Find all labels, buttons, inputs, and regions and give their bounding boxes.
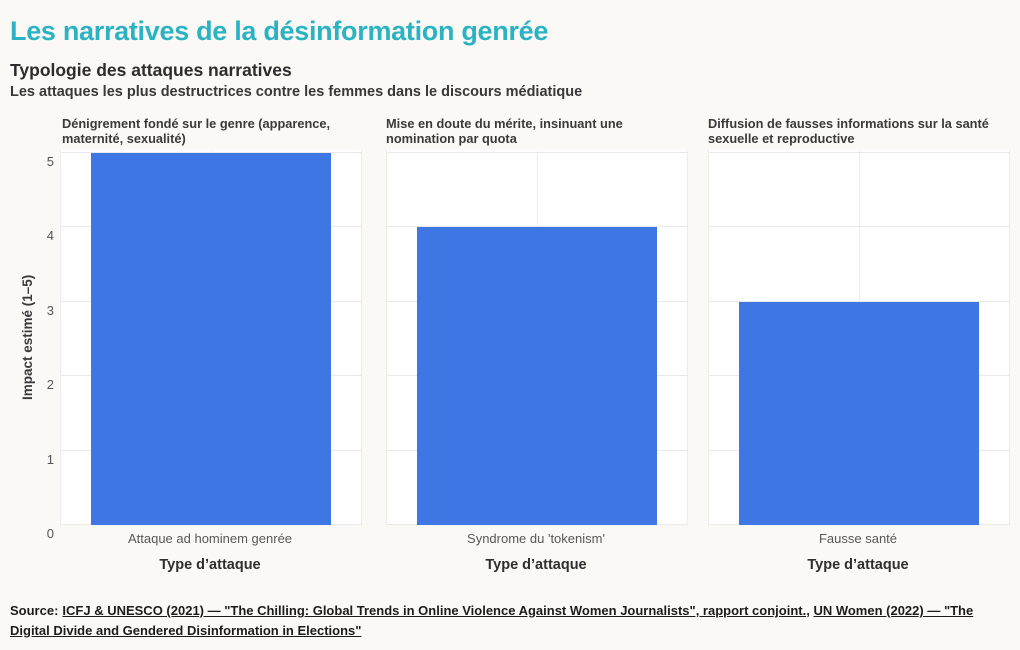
y-tick-label: 0 xyxy=(46,526,54,541)
x-tick-label-3: Fausse santé xyxy=(818,531,898,546)
x-axis-title-1: Type d’attaque xyxy=(159,557,261,573)
y-tick-label: 3 xyxy=(46,302,54,318)
x-axis-title-3: Type d’attaque xyxy=(807,557,909,573)
source-link-un-women[interactable]: UN Women (2022) — "The Digital Divide an… xyxy=(10,603,974,638)
facet-title-1: Dénigrement fondé sur le genre (apparenc… xyxy=(62,116,331,146)
x-tick-label-2: Syndrome du 'tokenism' xyxy=(467,531,605,546)
source-note: Source: ICFJ & UNESCO (2021) — "The Chill… xyxy=(10,601,1012,640)
y-tick-label: 1 xyxy=(46,451,54,467)
plot-panel-1 xyxy=(60,150,362,525)
plot-panel-3 xyxy=(708,150,1010,525)
chart-description: Les attaques les plus destructrices cont… xyxy=(10,84,583,100)
plot-panel-2 xyxy=(386,150,688,525)
y-tick-label: 4 xyxy=(46,228,54,244)
facet-title-3: Diffusion de fausses informations sur la… xyxy=(708,116,989,146)
y-tick-label: 2 xyxy=(46,377,54,393)
facet-title-2: Mise en doute du mérite, insinuant une n… xyxy=(386,116,623,146)
source-label: Source: xyxy=(10,603,59,618)
x-axis-title-2: Type d’attaque xyxy=(485,557,587,573)
source-separator: , xyxy=(806,603,814,618)
chart-title: Typologie des attaques narratives xyxy=(10,60,292,80)
source-link-icfj-unesco[interactable]: ICFJ & UNESCO (2021) — "The Chilling: Gl… xyxy=(62,603,807,618)
bar-syndrome-tokenism xyxy=(417,227,657,525)
y-axis-title: Impact estimé (1–5) xyxy=(20,274,35,401)
y-tick-label: 5 xyxy=(46,154,54,169)
bar-fausse-sante xyxy=(739,301,979,525)
bar-attaque-ad-hominem xyxy=(91,153,331,525)
x-tick-label-1: Attaque ad hominem genrée xyxy=(127,531,293,546)
page-title: Les narratives de la désinformation genr… xyxy=(10,16,549,46)
